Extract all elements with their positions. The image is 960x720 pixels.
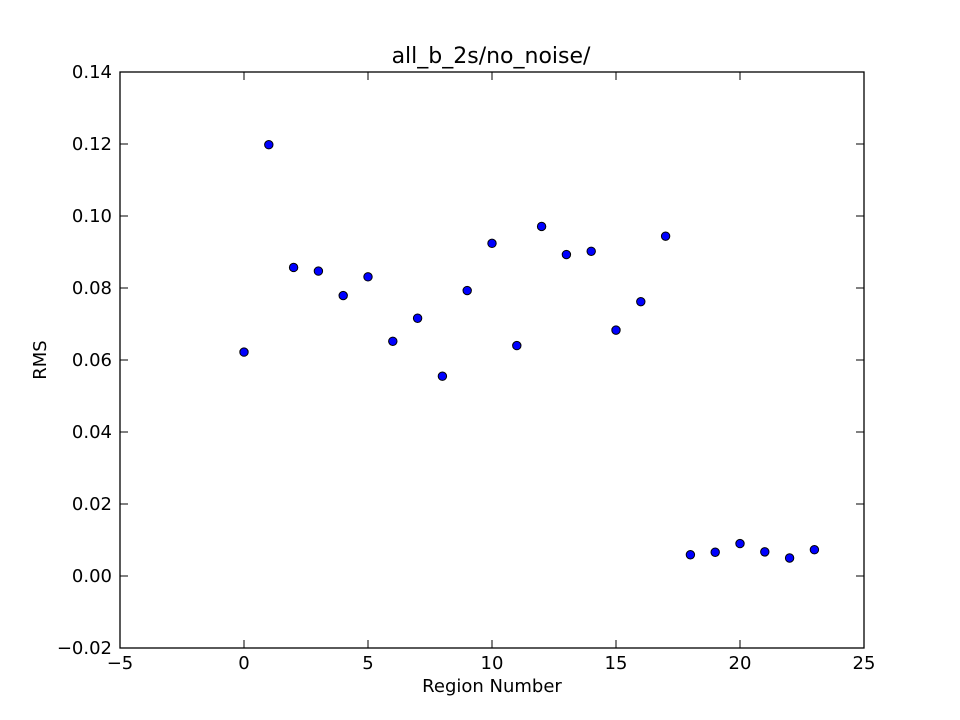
y-tick-label: 0.06 — [72, 350, 112, 371]
x-tick-label: 15 — [605, 653, 628, 674]
y-tick-label: 0.00 — [72, 566, 112, 587]
chart-title: all_b_2s/no_noise/ — [392, 44, 591, 69]
data-point — [536, 221, 547, 232]
data-point — [561, 249, 572, 260]
data-point — [363, 272, 373, 282]
data-point — [760, 547, 770, 557]
x-axis-title: Region Number — [422, 676, 562, 697]
x-tick-label: −5 — [107, 653, 134, 674]
x-tick-label: 10 — [481, 653, 504, 674]
x-tick-label: 20 — [729, 653, 752, 674]
data-points — [239, 140, 820, 563]
data-point — [512, 340, 522, 351]
data-point — [710, 547, 720, 557]
y-tick-label: 0.14 — [72, 62, 112, 83]
y-tick-label: 0.08 — [72, 278, 112, 299]
data-point — [685, 550, 696, 560]
data-point — [264, 140, 274, 150]
data-point — [660, 231, 671, 241]
y-axis-title: RMS — [30, 340, 51, 379]
data-point — [636, 296, 646, 307]
data-point — [437, 371, 448, 381]
data-point — [586, 246, 596, 256]
data-point — [239, 347, 249, 357]
x-tick-label: 0 — [238, 653, 249, 674]
data-point — [487, 238, 497, 249]
data-point — [462, 285, 472, 296]
y-tick-label: 0.04 — [72, 422, 112, 443]
x-tick-label: 25 — [853, 653, 876, 674]
data-point — [611, 325, 621, 335]
y-tick-label: 0.10 — [72, 206, 112, 227]
data-point — [338, 290, 348, 301]
x-tick-label: 5 — [362, 653, 373, 674]
data-point — [313, 266, 324, 276]
data-point — [412, 313, 423, 323]
data-point — [388, 336, 398, 346]
data-point — [735, 538, 745, 549]
plot-area-frame — [119, 71, 865, 649]
y-tick-label: −0.02 — [57, 638, 112, 659]
y-tick-label: 0.02 — [72, 494, 112, 515]
data-point — [809, 545, 820, 555]
axis-ticks: −5 0 5 10 15 20 25 −0.02 0.00 0.02 0.04 0.06 0.08 0.1… — [57, 62, 876, 674]
y-tick-label: 0.12 — [72, 134, 112, 155]
data-point — [784, 553, 795, 563]
data-point — [288, 262, 299, 273]
